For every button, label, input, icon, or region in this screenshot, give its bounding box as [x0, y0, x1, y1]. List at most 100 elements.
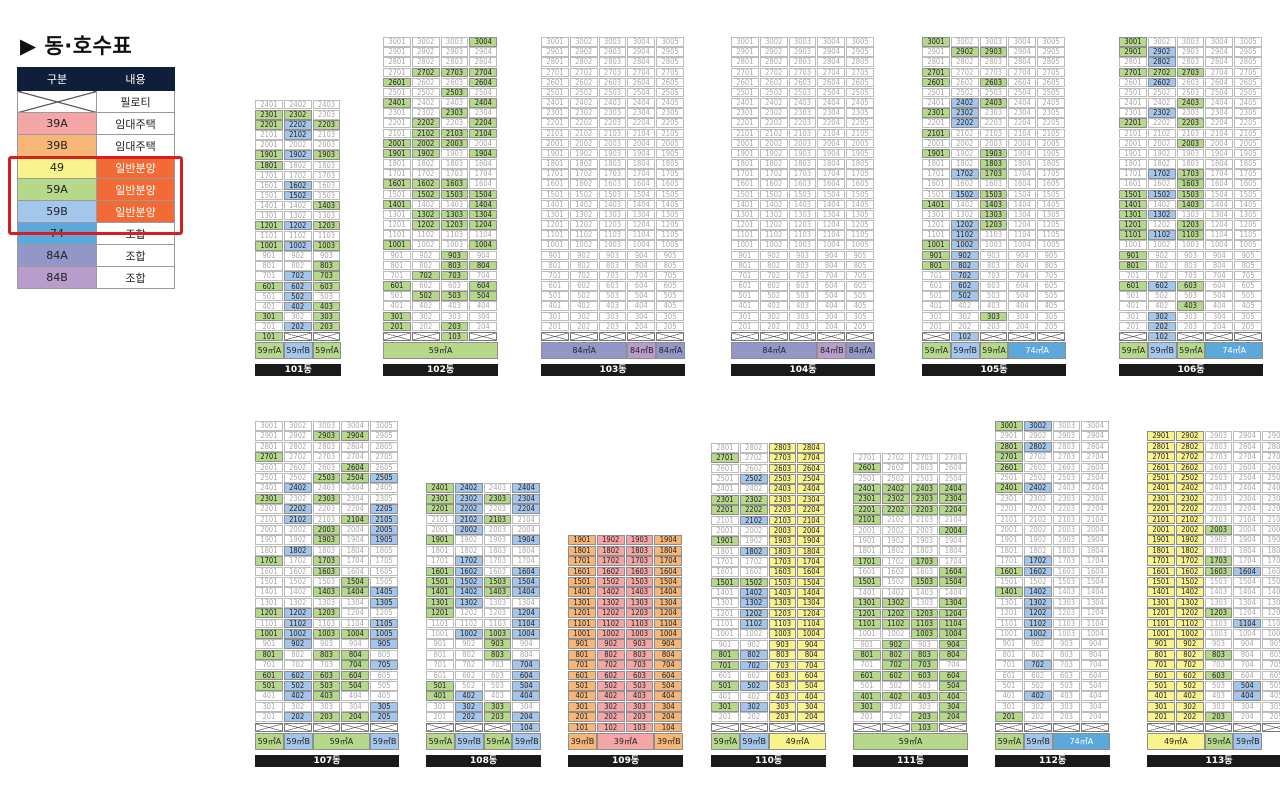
unit-2101: 2101	[711, 515, 739, 526]
unit-201: 201	[995, 712, 1023, 722]
unit-703: 703	[312, 271, 341, 281]
unit-1505: 1505	[1234, 189, 1262, 200]
unit-1301: 1301	[541, 209, 569, 220]
unit-2205: 2205	[846, 118, 874, 128]
unit-2601: 2601	[731, 77, 759, 88]
unit-2001: 2001	[731, 138, 759, 149]
unit-1601: 1601	[426, 566, 454, 577]
unit-type-label: 39㎡B	[654, 733, 684, 750]
unit-1604: 1604	[939, 567, 968, 577]
unit-2005: 2005	[656, 138, 684, 149]
unit-1505: 1505	[656, 189, 684, 200]
unit-2205: 2205	[1037, 118, 1065, 128]
unit-1802: 1802	[1023, 545, 1052, 556]
unit-801: 801	[1147, 649, 1175, 660]
unit-903: 903	[788, 250, 817, 261]
unit-1104: 1104	[1008, 230, 1037, 240]
unit-1002: 1002	[283, 629, 312, 639]
unit-603: 603	[483, 670, 512, 681]
unit-1103: 1103	[312, 618, 341, 629]
unit-1601: 1601	[731, 179, 759, 189]
unit-1605: 1605	[370, 566, 398, 577]
unit-703: 703	[910, 660, 939, 671]
unit-201: 201	[711, 712, 739, 723]
unit-1202: 1202	[1023, 608, 1052, 618]
unit-201: 201	[731, 321, 759, 332]
unit-102	[411, 331, 440, 342]
unit-1702: 1702	[1175, 556, 1204, 566]
unit-1501: 1501	[731, 189, 759, 200]
unit-1801: 1801	[568, 545, 596, 556]
unit-2103: 2103	[440, 128, 469, 139]
unit-904: 904	[512, 639, 541, 650]
unit-2402: 2402	[283, 100, 312, 110]
unit-2505: 2505	[1234, 87, 1262, 98]
unit-1102: 1102	[283, 618, 312, 629]
unit-1801: 1801	[255, 545, 283, 556]
unit-505: 505	[1037, 291, 1065, 301]
unit-1302: 1302	[283, 597, 312, 608]
unit-type-label: 74㎡A	[1205, 342, 1263, 359]
unit-904: 904	[627, 250, 656, 261]
unit-2702: 2702	[881, 453, 910, 463]
unit-3001: 3001	[255, 421, 283, 431]
unit-1202: 1202	[283, 608, 312, 618]
unit-3002: 3002	[569, 37, 598, 47]
unit-1703: 1703	[483, 556, 512, 566]
unit-1601: 1601	[711, 567, 739, 578]
unit-2801: 2801	[383, 57, 411, 67]
unit-1004: 1004	[1205, 240, 1234, 250]
unit-1501: 1501	[711, 577, 739, 588]
unit-1903: 1903	[1052, 535, 1081, 546]
unit-702: 702	[881, 660, 910, 671]
unit-904: 904	[469, 250, 498, 261]
unit-1101: 1101	[1119, 230, 1147, 240]
unit-704: 704	[797, 660, 826, 671]
unit-1204: 1204	[797, 608, 826, 619]
unit-101	[1147, 722, 1175, 733]
unit-1902: 1902	[454, 535, 483, 546]
unit-505: 505	[370, 681, 398, 691]
unit-902: 902	[454, 639, 483, 650]
unit-1301: 1301	[426, 597, 454, 608]
unit-1001: 1001	[383, 240, 411, 250]
unit-2503: 2503	[1204, 473, 1233, 483]
unit-2204: 2204	[1008, 118, 1037, 128]
unit-2201: 2201	[1147, 504, 1175, 514]
unit-1902: 1902	[283, 150, 312, 160]
unit-2501: 2501	[853, 473, 881, 484]
unit-203: 203	[979, 321, 1008, 332]
unit-504: 504	[341, 681, 370, 691]
unit-402: 402	[283, 301, 312, 312]
unit-2004: 2004	[512, 525, 541, 535]
unit-1003: 1003	[1204, 629, 1233, 639]
unit-1704: 1704	[1233, 556, 1262, 566]
unit-701: 701	[255, 660, 283, 670]
unit-2301: 2301	[711, 494, 739, 505]
unit-1202: 1202	[411, 220, 440, 230]
unit-1201: 1201	[711, 608, 739, 619]
unit-1302: 1302	[1023, 597, 1052, 608]
unit-1601: 1601	[255, 180, 283, 191]
unit-304: 304	[627, 311, 656, 322]
unit-205: 205	[1262, 712, 1280, 722]
legend-table: 구분 내용 필로티 39A 임대주택 39B 임대주택 49 일반분양 59A 일반분양…	[17, 67, 175, 289]
unit-2102: 2102	[1147, 128, 1176, 139]
unit-2404: 2404	[469, 98, 498, 108]
unit-1002: 1002	[1023, 629, 1052, 639]
unit-903: 903	[979, 250, 1008, 261]
unit-1201: 1201	[255, 608, 283, 618]
unit-2104: 2104	[1081, 514, 1110, 525]
unit-1503: 1503	[625, 577, 654, 587]
unit-2304: 2304	[817, 108, 846, 118]
unit-1204: 1204	[817, 220, 846, 230]
unit-2103: 2103	[979, 128, 1008, 139]
unit-2901: 2901	[541, 47, 569, 57]
unit-2904: 2904	[469, 47, 498, 57]
unit-1704: 1704	[797, 556, 826, 567]
unit-2202: 2202	[759, 118, 788, 128]
unit-1301: 1301	[922, 209, 950, 220]
unit-2905: 2905	[1262, 431, 1280, 442]
unit-1003: 1003	[910, 629, 939, 640]
unit-901: 901	[1147, 639, 1175, 650]
